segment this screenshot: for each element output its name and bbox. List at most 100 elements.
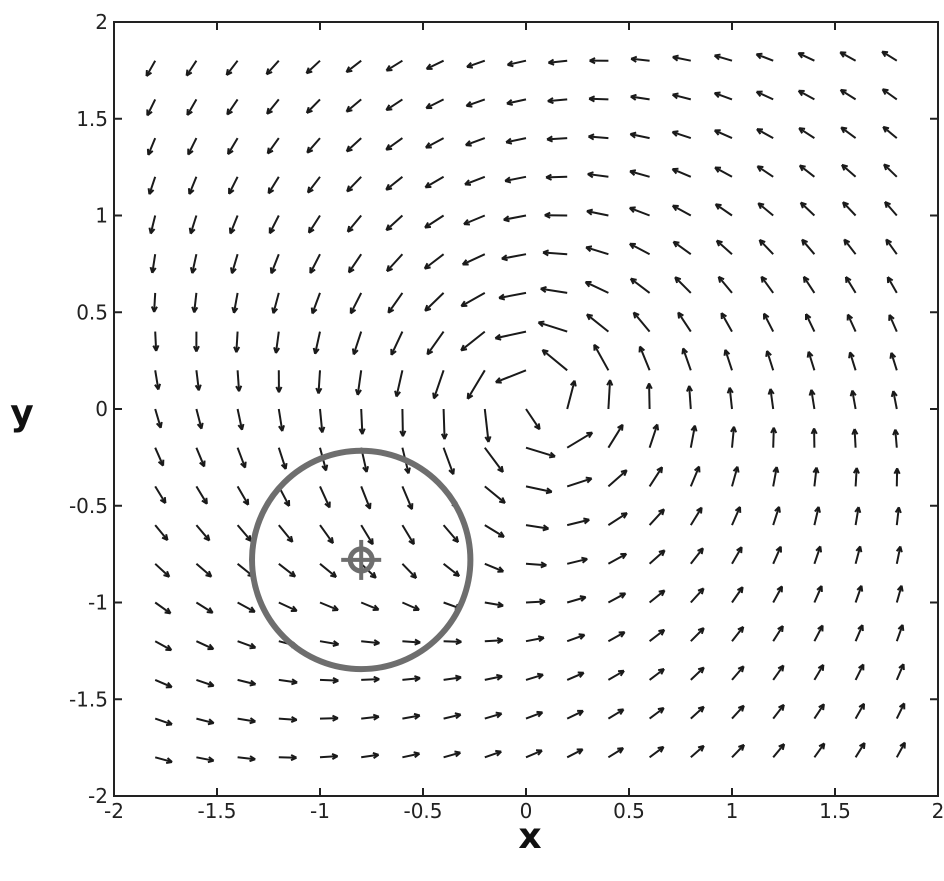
field-arrow-head	[660, 668, 665, 675]
field-arrow-head	[579, 672, 585, 678]
field-arrow-head	[778, 506, 781, 513]
field-arrow	[525, 524, 549, 530]
field-arrow	[849, 352, 857, 371]
field-arrow	[630, 277, 651, 294]
field-arrow-head	[406, 504, 413, 510]
field-arrow	[278, 563, 296, 578]
field-arrow	[230, 253, 239, 274]
field-arrow	[227, 137, 239, 155]
field-arrow-head	[332, 643, 339, 648]
field-arrow	[839, 51, 857, 62]
field-arrow-head	[497, 535, 505, 538]
axis-ticks: -2 -1.5 -1 -0.5 0 0.5 1 1.5 2 -2 -1.5 -1 -0.5 0 0.5 1 1.…	[69, 10, 944, 823]
field-arrow	[196, 678, 215, 687]
x-tick-label: 1.5	[819, 799, 851, 823]
field-arrow	[854, 663, 865, 681]
field-arrow	[525, 562, 547, 567]
field-arrow	[769, 388, 775, 410]
field-arrow-head	[581, 558, 588, 564]
field-arrow	[361, 715, 380, 720]
field-arrow	[196, 717, 214, 725]
field-arrow	[319, 678, 339, 682]
field-arrow-head	[205, 574, 212, 578]
field-arrow-head	[588, 95, 596, 100]
field-arrow	[484, 485, 506, 504]
field-arrow	[677, 311, 692, 333]
field-arrow-head	[800, 201, 807, 206]
field-arrow-head	[496, 675, 503, 681]
field-arrow	[346, 137, 362, 153]
field-arrow	[483, 447, 504, 473]
field-arrow	[886, 276, 898, 294]
field-arrow	[607, 631, 626, 643]
field-arrow-head	[312, 347, 317, 354]
field-arrow	[425, 98, 445, 110]
field-arrow-head	[207, 684, 214, 688]
field-arrow	[387, 292, 404, 314]
field-arrow	[314, 331, 321, 354]
field-arrow	[525, 749, 543, 759]
field-arrow	[607, 552, 627, 565]
field-arrow-head	[781, 625, 784, 633]
field-arrow-head	[623, 512, 628, 519]
field-arrow-head	[497, 639, 504, 645]
field-arrow-head	[503, 215, 510, 221]
field-arrow	[585, 281, 609, 294]
field-arrow-head	[266, 107, 270, 115]
field-arrow	[346, 214, 362, 233]
field-arrow	[401, 486, 413, 510]
field-arrow	[607, 512, 628, 526]
field-arrow	[593, 344, 610, 371]
field-arrow-head	[369, 575, 377, 579]
field-arrow	[630, 95, 650, 101]
field-arrow-head	[404, 468, 410, 475]
field-arrow	[810, 389, 816, 410]
field-arrow-head	[766, 350, 772, 356]
field-arrow	[193, 292, 198, 313]
field-arrow	[843, 238, 857, 255]
field-arrow	[813, 546, 822, 565]
field-arrow-head	[242, 500, 249, 506]
field-arrow	[442, 563, 460, 577]
field-arrow	[589, 97, 609, 101]
field-arrow-head	[537, 749, 543, 756]
field-arrow	[772, 466, 778, 487]
field-arrow	[797, 52, 815, 62]
field-arrow-head	[815, 467, 820, 474]
field-arrow-head	[164, 611, 171, 615]
y-tick-label: 0	[95, 397, 108, 421]
field-arrow	[498, 291, 527, 299]
field-arrow-head	[385, 64, 391, 72]
field-arrow	[402, 640, 421, 644]
field-arrow-head	[583, 518, 590, 525]
field-arrow	[756, 53, 774, 62]
field-arrow	[506, 98, 527, 105]
field-arrow	[154, 640, 172, 651]
field-arrow	[772, 743, 785, 758]
field-arrow	[756, 165, 774, 178]
field-arrow-head	[630, 55, 638, 60]
field-arrow-head	[741, 666, 745, 673]
field-arrow	[629, 206, 650, 217]
field-arrow	[566, 477, 592, 488]
field-arrow	[277, 408, 284, 432]
field-arrow	[232, 292, 239, 314]
field-arrow-head	[291, 681, 298, 686]
field-arrow	[690, 547, 704, 565]
field-arrow	[235, 331, 239, 353]
field-arrow-head	[266, 147, 270, 154]
field-arrow-head	[661, 509, 666, 516]
field-arrow	[772, 427, 775, 448]
field-arrow-head	[496, 712, 503, 719]
field-arrow	[442, 447, 455, 475]
field-arrow	[153, 292, 157, 313]
field-arrow	[424, 214, 445, 229]
field-arrow	[236, 370, 241, 392]
field-arrow-head	[399, 430, 404, 437]
field-arrow	[690, 745, 705, 759]
field-arrow-head	[289, 574, 296, 578]
field-arrow	[649, 746, 665, 759]
field-arrow-head	[332, 679, 339, 684]
field-arrow	[495, 369, 527, 384]
